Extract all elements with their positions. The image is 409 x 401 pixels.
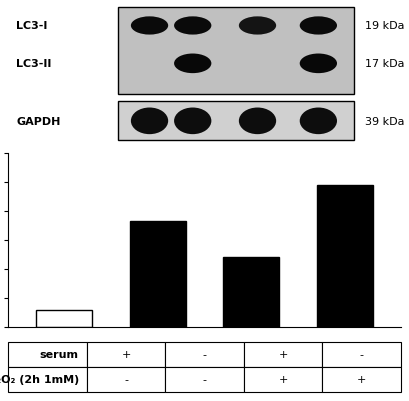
FancyBboxPatch shape bbox=[118, 8, 354, 95]
FancyBboxPatch shape bbox=[118, 102, 354, 141]
Ellipse shape bbox=[174, 55, 211, 74]
Text: 17 kDa: 17 kDa bbox=[366, 59, 405, 69]
Ellipse shape bbox=[239, 17, 276, 36]
Ellipse shape bbox=[131, 108, 168, 135]
Text: 19 kDa: 19 kDa bbox=[366, 21, 405, 31]
Ellipse shape bbox=[174, 108, 211, 135]
Bar bbox=[223, 258, 279, 327]
Text: LC3-I: LC3-I bbox=[16, 21, 47, 31]
Text: LC3-II: LC3-II bbox=[16, 59, 52, 69]
Ellipse shape bbox=[131, 17, 168, 36]
Bar bbox=[36, 310, 92, 327]
Ellipse shape bbox=[239, 108, 276, 135]
Ellipse shape bbox=[300, 55, 337, 74]
Bar bbox=[317, 186, 373, 327]
Text: 39 kDa: 39 kDa bbox=[366, 117, 405, 127]
Ellipse shape bbox=[300, 108, 337, 135]
Ellipse shape bbox=[300, 17, 337, 36]
Ellipse shape bbox=[174, 17, 211, 36]
Text: GAPDH: GAPDH bbox=[16, 117, 61, 127]
Bar bbox=[130, 222, 186, 327]
